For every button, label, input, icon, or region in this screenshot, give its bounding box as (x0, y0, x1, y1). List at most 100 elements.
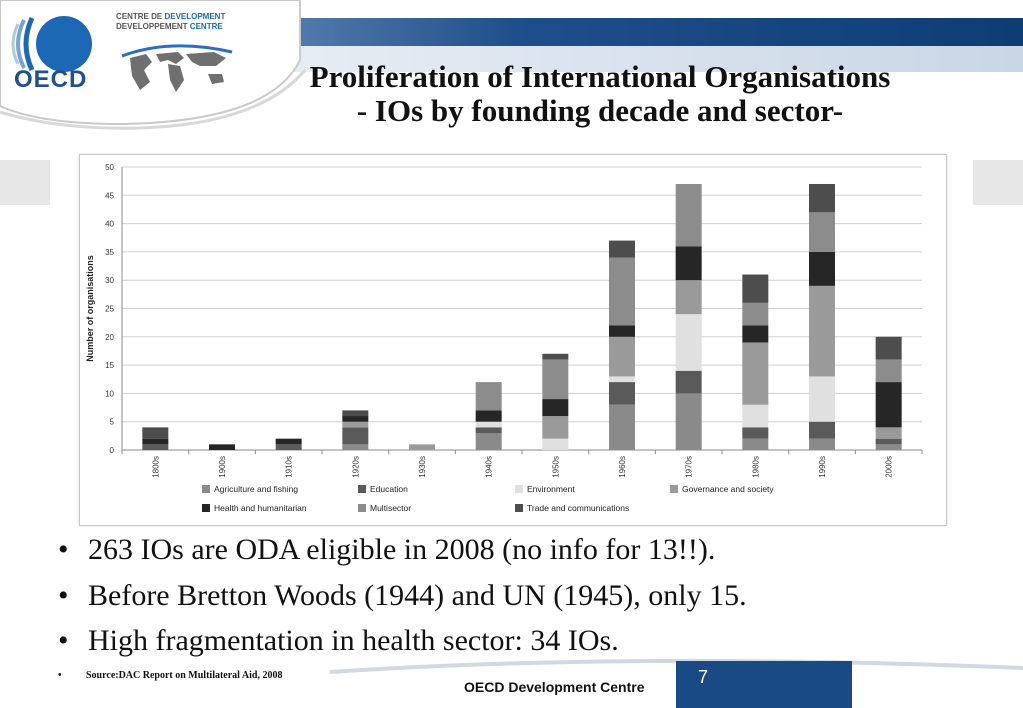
source-text: Source:DAC Report on Multilateral Aid, 2… (86, 670, 283, 681)
x-tick-label: 1920s (351, 456, 360, 478)
bar-segment (475, 421, 502, 428)
bar-segment (809, 438, 835, 450)
legend-label: Environment (527, 484, 575, 494)
bar-segment (542, 353, 569, 360)
bar-segment (342, 421, 369, 428)
bar-segment (409, 444, 435, 450)
bar-segment (609, 336, 635, 377)
oecd-logo-icon (11, 16, 233, 92)
bar-segment (742, 438, 769, 450)
bar-segment (675, 370, 702, 394)
bar-segment (275, 444, 302, 450)
bar-segment (542, 399, 569, 417)
bar-segment (675, 393, 702, 450)
bar-segment (875, 444, 902, 450)
bar-segment (875, 336, 902, 360)
legend-swatch (202, 504, 210, 512)
legend-swatch (358, 504, 366, 512)
legend-swatch (515, 504, 523, 512)
bullet-glyph: • (58, 579, 69, 612)
bar-segment (342, 427, 369, 445)
bar-segment (675, 183, 702, 247)
y-tick-label: 20 (105, 333, 114, 342)
x-tick-label: 1910s (285, 456, 294, 478)
bar-segment (875, 359, 902, 383)
bar-segment (275, 438, 302, 445)
bar-segment (809, 183, 835, 213)
x-tick-label: 1930s (418, 456, 427, 478)
y-axis-label: Number of organisations (85, 255, 95, 362)
x-tick-label: 1990s (818, 456, 827, 478)
page-number-box (676, 661, 852, 708)
bar-segment (809, 376, 835, 422)
bar-segment (542, 416, 569, 439)
y-tick-label: 15 (105, 361, 114, 370)
y-tick-label: 40 (105, 220, 114, 229)
bar-segment (342, 410, 369, 417)
x-tick-label: 1960s (618, 456, 627, 478)
x-tick-label: 1900s (218, 456, 227, 478)
bar-segment (142, 438, 169, 445)
bar-segment (875, 382, 902, 428)
bar-segment (609, 376, 635, 383)
legend-label: Education (370, 484, 408, 494)
source-note: • Source:DAC Report on Multilateral Aid, … (58, 670, 282, 681)
slide-title-line2: - IOs by founding decade and sector- (356, 93, 844, 128)
bullet-glyph: • (58, 624, 69, 657)
y-tick-label: 5 (110, 418, 115, 427)
bar-segment (742, 342, 769, 405)
bar-segment (742, 325, 769, 343)
legend-label: Multisector (370, 503, 411, 513)
chart-frame: 0 5 10 15 20 25 30 35 40 45 50 Number of organisati… (79, 154, 947, 526)
bar-segment (475, 433, 502, 450)
bar-segment (609, 325, 635, 337)
x-tick-label: 1800s (151, 456, 160, 478)
bar-segment (542, 359, 569, 400)
footer-label: OECD Development Centre (464, 679, 645, 695)
bar-segment (609, 382, 635, 405)
bar-segment (475, 427, 502, 434)
footer-swoosh (330, 658, 1023, 674)
page-number: 7 (698, 667, 709, 687)
legend-swatch (358, 485, 366, 493)
stacked-bar-chart: 0 5 10 15 20 25 30 35 40 45 50 Number of organisati… (85, 163, 923, 513)
bar-segment (742, 302, 769, 326)
legend-label: Governance and society (682, 484, 774, 494)
y-tick-label: 25 (105, 305, 114, 314)
bar-segment (542, 438, 569, 450)
bar-segment (609, 240, 635, 258)
bar-segment (875, 438, 902, 445)
bar-segment (475, 382, 502, 411)
y-tick-label: 45 (105, 191, 114, 200)
oecd-logo[interactable]: OECD CENTRE DE DEVELOPMENT DEVELOPPEMENT… (0, 0, 300, 128)
bar-segment (675, 246, 702, 281)
bar-segment (609, 404, 635, 450)
bar-segment (742, 404, 769, 428)
x-tick-label: 1980s (751, 456, 760, 478)
bar-segment (675, 314, 702, 371)
bar-segment (809, 421, 835, 439)
dc-line1-a: CENTRE DE (116, 12, 165, 21)
legend-swatch (202, 485, 210, 493)
bar-segment (742, 274, 769, 303)
bullet-glyph: • (58, 533, 69, 566)
bar-segment (742, 427, 769, 439)
bullet-item: • High fragmentation in health sector: 34… (58, 624, 619, 658)
bar-segment (809, 285, 835, 377)
dc-line1-b: DEVELOPMENT (164, 12, 226, 21)
dc-line2-b: CENTRE (189, 22, 223, 31)
x-tick-label: 1950s (551, 456, 560, 478)
legend-swatch (670, 485, 678, 493)
legend-label: Health and humanitarian (214, 503, 307, 513)
bullet-item: • Before Bretton Woods (1944) and UN (194… (58, 579, 747, 613)
bar-segment (142, 444, 169, 450)
slide-title: Proliferation of International Organisat… (230, 60, 970, 128)
x-tick-label: 1970s (685, 456, 694, 478)
oecd-logo-text: OECD (14, 66, 88, 93)
bar-segment (809, 212, 835, 252)
x-tick-label: 2000s (885, 456, 894, 478)
bar-segment (475, 410, 502, 422)
y-tick-label: 35 (105, 248, 114, 257)
development-centre-logo-text: CENTRE DE DEVELOPMENT DEVELOPPEMENT CENT… (116, 12, 225, 32)
bar-segment (609, 257, 635, 326)
